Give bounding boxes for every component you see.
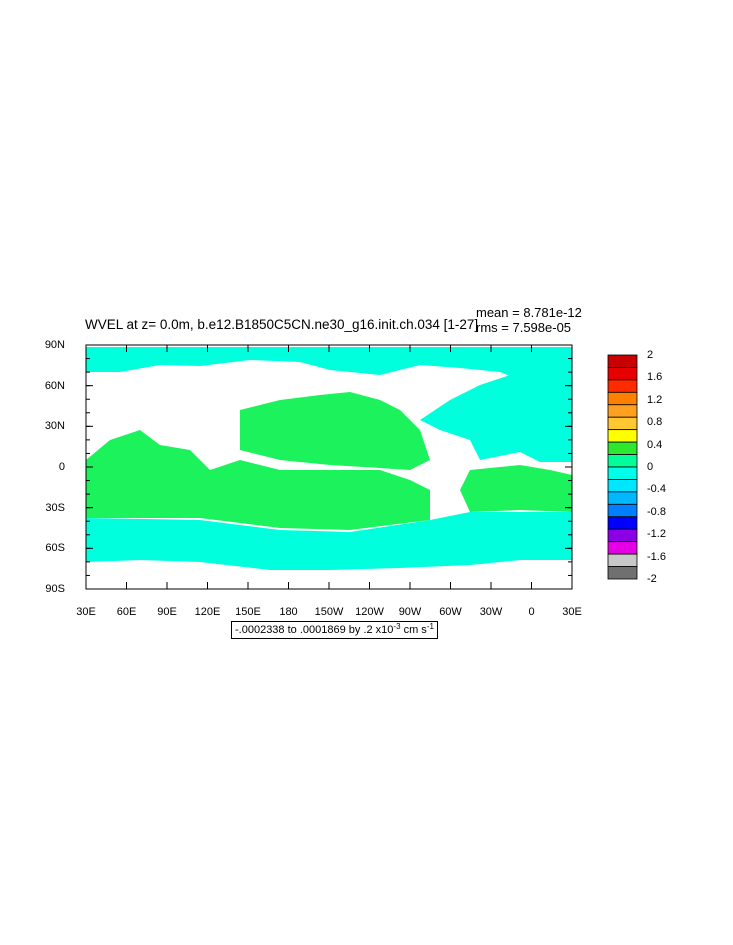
colorbar-label: -1.2 [647,528,666,541]
colorbar-box [607,528,638,543]
colorbar-box [607,566,638,580]
colorbar-box [607,354,638,368]
colorbar-box [607,503,638,518]
colorbar-label: 1.2 [647,393,663,406]
colorbar-label: 0 [647,461,654,473]
lon-label: 30E [562,606,582,618]
lon-label: 0 [528,606,535,618]
colorbar-box [607,491,638,505]
colorbar-label: -0.4 [647,483,666,496]
north-pacific [240,392,430,470]
mean-value: mean = 8.781e-12 [476,305,582,320]
range-exponent: -3 [393,622,401,631]
colorbar-box [607,429,638,443]
lon-label: 60E [116,606,137,618]
units-exponent: -1 [426,622,434,631]
lon-label: 120W [355,606,384,618]
colorbar-label: 2 [647,349,654,361]
north-atlantic [420,372,572,462]
colorbar-box [607,541,638,555]
colorbar-label: 1.6 [647,371,663,384]
arctic-ocean [86,347,572,380]
colorbar-box [607,416,638,431]
colorbar-box [607,454,638,468]
lon-label: 30W [479,606,503,618]
colorbar-box [607,404,638,418]
lat-label: 30S [45,501,65,514]
lat-label: 60N [44,379,65,392]
lat-label: 30N [44,420,65,433]
plot-title: WVEL at z= 0.0m, b.e12.B1850C5CN.ne30_g1… [85,317,479,332]
range-units: cm s [400,624,427,636]
tropical-band [86,430,430,530]
lat-label: 90N [44,339,65,351]
lon-label: 120E [194,606,221,618]
colorbar-box [607,391,638,406]
lon-label: 90W [398,606,422,618]
colorbar-box [607,516,638,530]
south-atlantic [460,465,572,512]
contour-range-label: -.0002338 to .0001869 by .2 x10-3 cm s-1 [231,621,438,639]
colorbar-label: -0.8 [647,505,666,518]
range-prefix: -.0002338 to .0001869 by .2 x10 [235,624,394,636]
colorbar-label: 0.4 [647,438,663,451]
colorbar-label: -2 [647,573,657,585]
colorbar-box [607,441,638,455]
lat-label: 90S [45,583,65,595]
rms-value: rms = 7.598e-05 [476,320,572,335]
lon-label: 30E [76,606,96,618]
lon-label: 150E [235,606,261,618]
lon-label: 180 [279,606,298,618]
colorbar-box [607,553,638,567]
colorbar-box [607,367,638,381]
colorbar-label: 0.8 [647,416,663,429]
colorbar-box [607,466,638,480]
lat-label: 0 [58,461,65,473]
southern-ocean [86,512,572,570]
axis-ticks [85,344,573,590]
lon-label: 90E [157,606,177,618]
lon-label: 60W [439,606,462,618]
lat-label: 60S [45,542,65,555]
colorbar-box [607,379,638,393]
colorbar-box [607,479,638,493]
colorbar-label: -1.6 [647,550,666,563]
lon-label: 150W [314,606,344,618]
